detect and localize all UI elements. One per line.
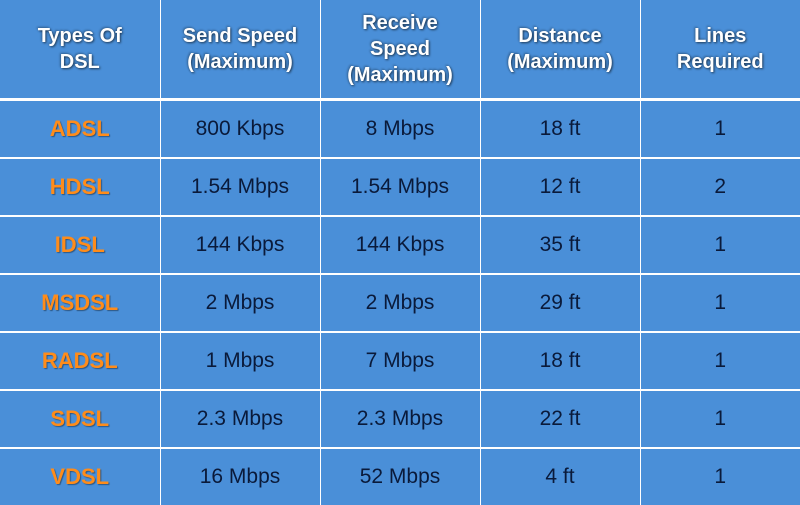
cell-receive: 144 Kbps bbox=[320, 216, 480, 274]
cell-type: SDSL bbox=[0, 390, 160, 448]
cell-lines: 1 bbox=[640, 100, 800, 159]
table-row: ADSL 800 Kbps 8 Mbps 18 ft 1 bbox=[0, 100, 800, 159]
cell-send: 800 Kbps bbox=[160, 100, 320, 159]
cell-receive: 2.3 Mbps bbox=[320, 390, 480, 448]
cell-receive: 2 Mbps bbox=[320, 274, 480, 332]
cell-lines: 1 bbox=[640, 448, 800, 505]
cell-distance: 12 ft bbox=[480, 158, 640, 216]
table-row: HDSL 1.54 Mbps 1.54 Mbps 12 ft 2 bbox=[0, 158, 800, 216]
table-row: MSDSL 2 Mbps 2 Mbps 29 ft 1 bbox=[0, 274, 800, 332]
cell-send: 144 Kbps bbox=[160, 216, 320, 274]
table-row: SDSL 2.3 Mbps 2.3 Mbps 22 ft 1 bbox=[0, 390, 800, 448]
cell-receive: 7 Mbps bbox=[320, 332, 480, 390]
table-row: IDSL 144 Kbps 144 Kbps 35 ft 1 bbox=[0, 216, 800, 274]
cell-send: 1.54 Mbps bbox=[160, 158, 320, 216]
cell-type: MSDSL bbox=[0, 274, 160, 332]
cell-distance: 18 ft bbox=[480, 332, 640, 390]
cell-lines: 2 bbox=[640, 158, 800, 216]
cell-type: ADSL bbox=[0, 100, 160, 159]
cell-type: RADSL bbox=[0, 332, 160, 390]
cell-lines: 1 bbox=[640, 274, 800, 332]
cell-send: 16 Mbps bbox=[160, 448, 320, 505]
cell-lines: 1 bbox=[640, 390, 800, 448]
cell-distance: 22 ft bbox=[480, 390, 640, 448]
col-lines: LinesRequired bbox=[640, 0, 800, 100]
cell-distance: 18 ft bbox=[480, 100, 640, 159]
table-header: Types OfDSL Send Speed(Maximum) ReceiveS… bbox=[0, 0, 800, 100]
table-row: VDSL 16 Mbps 52 Mbps 4 ft 1 bbox=[0, 448, 800, 505]
cell-type: HDSL bbox=[0, 158, 160, 216]
col-send-speed: Send Speed(Maximum) bbox=[160, 0, 320, 100]
cell-receive: 1.54 Mbps bbox=[320, 158, 480, 216]
col-types: Types OfDSL bbox=[0, 0, 160, 100]
col-distance: Distance(Maximum) bbox=[480, 0, 640, 100]
cell-distance: 35 ft bbox=[480, 216, 640, 274]
cell-lines: 1 bbox=[640, 216, 800, 274]
cell-send: 1 Mbps bbox=[160, 332, 320, 390]
cell-distance: 4 ft bbox=[480, 448, 640, 505]
cell-type: IDSL bbox=[0, 216, 160, 274]
cell-receive: 52 Mbps bbox=[320, 448, 480, 505]
cell-distance: 29 ft bbox=[480, 274, 640, 332]
cell-receive: 8 Mbps bbox=[320, 100, 480, 159]
table-body: ADSL 800 Kbps 8 Mbps 18 ft 1 HDSL 1.54 M… bbox=[0, 100, 800, 505]
cell-send: 2 Mbps bbox=[160, 274, 320, 332]
header-row: Types OfDSL Send Speed(Maximum) ReceiveS… bbox=[0, 0, 800, 100]
cell-type: VDSL bbox=[0, 448, 160, 505]
dsl-table: Types OfDSL Send Speed(Maximum) ReceiveS… bbox=[0, 0, 800, 505]
col-receive-speed: ReceiveSpeed(Maximum) bbox=[320, 0, 480, 100]
cell-send: 2.3 Mbps bbox=[160, 390, 320, 448]
cell-lines: 1 bbox=[640, 332, 800, 390]
table-row: RADSL 1 Mbps 7 Mbps 18 ft 1 bbox=[0, 332, 800, 390]
